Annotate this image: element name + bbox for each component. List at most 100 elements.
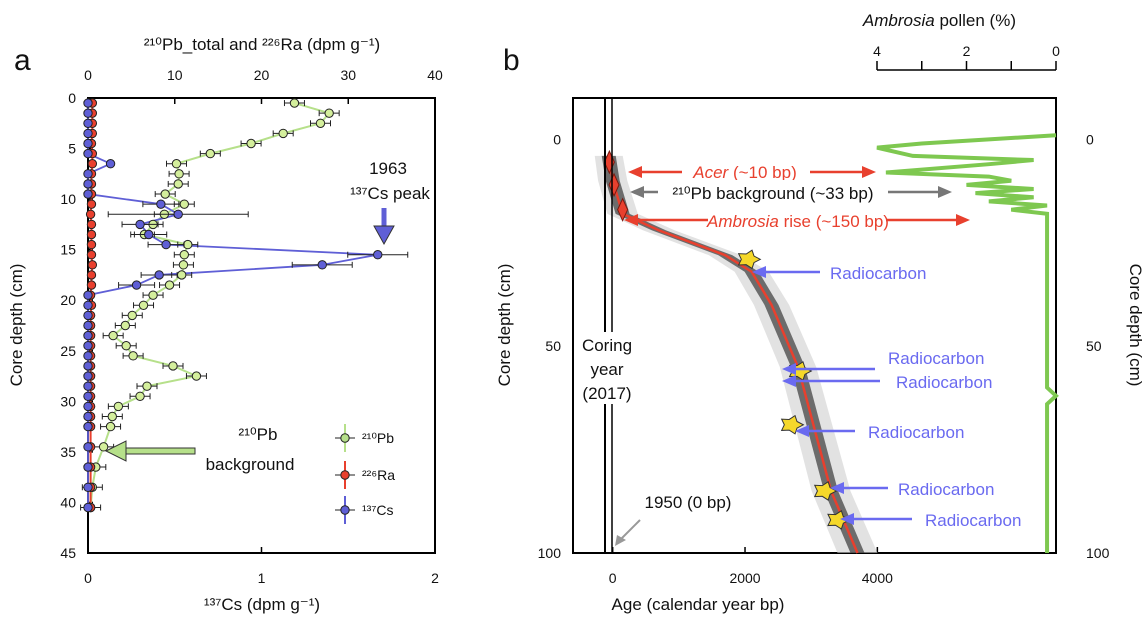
year-1950-arrow [619, 519, 641, 541]
a-point-s0-9 [160, 189, 170, 199]
a-point-s2-3 [83, 128, 93, 139]
pb-background-label2: background [206, 455, 295, 474]
cs-peak-arrow-head [373, 225, 395, 246]
a-point-s0-15 [179, 250, 189, 260]
panel-a-top-axis-title: ²¹⁰Pb_total and ²²⁶Ra (dpm g⁻¹) [144, 35, 380, 54]
a-point-s2-4 [83, 138, 93, 149]
a-point-s0-29 [135, 391, 145, 401]
a-point-s0-30 [113, 401, 124, 412]
b-x-tick-label-0: 0 [609, 570, 617, 586]
a-point-s0-27 [191, 371, 202, 381]
a-top-tick-label-0: 0 [84, 67, 92, 83]
cs-peak-year: 1963 [369, 159, 407, 178]
a-point-s0-24 [121, 341, 131, 351]
a-point-s2-32 [83, 421, 93, 432]
a-point-s2-30 [83, 401, 93, 412]
a-point-s1-15 [86, 250, 97, 260]
a-y-tick-label-0: 0 [68, 90, 76, 106]
a-point-s2-21 [83, 310, 93, 321]
a-y-tick-label-8: 40 [60, 494, 76, 510]
coring-label-3: (2017) [582, 384, 631, 403]
panel-b-y-ticks: 0 0 50 50 100 100 [538, 131, 1110, 561]
radiocarbon-date-6 [813, 481, 838, 501]
a-point-s2-6 [105, 159, 116, 169]
panel-b-top-axis-title: Ambrosia pollen (%) [862, 11, 1016, 30]
pb-background-label1: ²¹⁰Pb [239, 425, 278, 444]
radiocarbon-label-3: Radiocarbon [896, 373, 992, 392]
a-point-s0-31 [107, 411, 117, 422]
a-point-s2-19 [83, 290, 93, 300]
age-model-line [607, 155, 859, 554]
a-point-s0-7 [174, 169, 184, 179]
panel-a: a ²¹⁰Pb_total and ²²⁶Ra (dpm g⁻¹) 0 10 20 3… [7, 35, 443, 614]
a-point-s0-10 [179, 199, 189, 209]
a-point-s0-6 [171, 159, 182, 169]
a-y-tick-label-7: 35 [60, 444, 76, 460]
a-y-tick-label-4: 20 [60, 292, 76, 308]
panel-a-series [80, 98, 409, 513]
a-point-s2-29 [83, 391, 93, 401]
a-point-s2-16 [317, 260, 327, 270]
ambrosia-word: Ambrosia [862, 11, 935, 30]
a-bottom-tick-label-1: 1 [258, 570, 266, 586]
pollen-tick-label-2: 0 [1052, 43, 1060, 59]
panel-b-x-ticks: 0 2000 4000 [609, 547, 893, 586]
a-point-s2-33 [83, 442, 93, 452]
a-point-s1-12 [86, 219, 97, 230]
a-point-s2-17 [154, 270, 164, 280]
a-point-s2-24 [83, 341, 93, 351]
a-point-s0-33 [98, 442, 109, 452]
a-point-s2-34 [83, 462, 93, 472]
pollen-word: pollen (%) [935, 11, 1016, 30]
pb-background-arrow-head [104, 440, 127, 462]
coring-label-bg [575, 332, 639, 404]
cs-peak-annotation: 1963 ¹³⁷Cs peak [350, 159, 430, 246]
a-top-tick-label-2: 20 [254, 67, 270, 83]
a-point-s0-3 [278, 128, 288, 139]
pb-bg-label-bg [658, 180, 888, 204]
a-point-s1-16 [87, 260, 98, 270]
a-point-s0-25 [128, 351, 138, 361]
a-point-s0-17 [176, 270, 187, 280]
radiocarbon-annotations: Radiocarbon Radiocarbon Radiocarbon Radi… [752, 264, 1021, 530]
a-point-s0-21 [127, 310, 137, 321]
a-point-s0-8 [173, 179, 183, 189]
a-point-s0-4 [246, 138, 256, 149]
b-y-tick-label-right-0: 0 [1086, 131, 1094, 147]
a-bottom-tick-label-2: 2 [431, 570, 439, 586]
b-x-tick-label-1: 2000 [729, 570, 760, 586]
a-point-s2-8 [83, 179, 93, 189]
a-point-s2-27 [83, 371, 93, 381]
a-point-s2-26 [83, 361, 93, 371]
panel-b-pollen-curve [876, 133, 1059, 553]
legend-label-0: ²¹⁰Pb [362, 430, 394, 446]
legend-marker-0 [340, 433, 350, 443]
year-1950-arrow-head [615, 535, 626, 546]
a-point-s2-11 [173, 209, 183, 219]
coring-label-2: year [590, 360, 623, 379]
b-y-tick-label-left-1: 50 [545, 338, 561, 354]
cs-peak-label: ¹³⁷Cs peak [350, 184, 430, 203]
radiocarbon-date-3 [737, 249, 762, 270]
pollen-tick-label-1: 2 [963, 43, 971, 59]
a-point-s2-25 [83, 351, 93, 361]
panel-b: b Ambrosia pollen (%) 4 2 0 0 2000 4000 0 0 50… [495, 11, 1145, 614]
a-series-line-2 [87, 103, 378, 508]
a-point-s0-1 [324, 108, 334, 118]
radiocarbon-label-1: Radiocarbon [830, 264, 926, 283]
a-point-s2-22 [83, 320, 93, 331]
b-y-tick-label-left-0: 0 [553, 131, 561, 147]
a-point-s0-2 [315, 118, 326, 128]
panel-a-label: a [14, 44, 31, 77]
panel-a-top-ticks: 0 10 20 30 40 [84, 67, 443, 104]
b-y-tick-label-right-1: 50 [1086, 338, 1102, 354]
a-bottom-tick-label-0: 0 [84, 570, 92, 586]
ambrosia-rise-label-bg [708, 208, 886, 232]
panel-b-x-axis-title: Age (calendar year bp) [612, 595, 785, 614]
a-point-s1-6 [87, 159, 98, 169]
a-y-tick-label-6: 30 [60, 393, 76, 409]
panel-b-y-axis-title-left: Core depth (cm) [495, 264, 514, 387]
a-top-tick-label-1: 10 [167, 67, 183, 83]
b-x-tick-label-2: 4000 [862, 570, 893, 586]
a-point-s0-18 [164, 280, 175, 290]
